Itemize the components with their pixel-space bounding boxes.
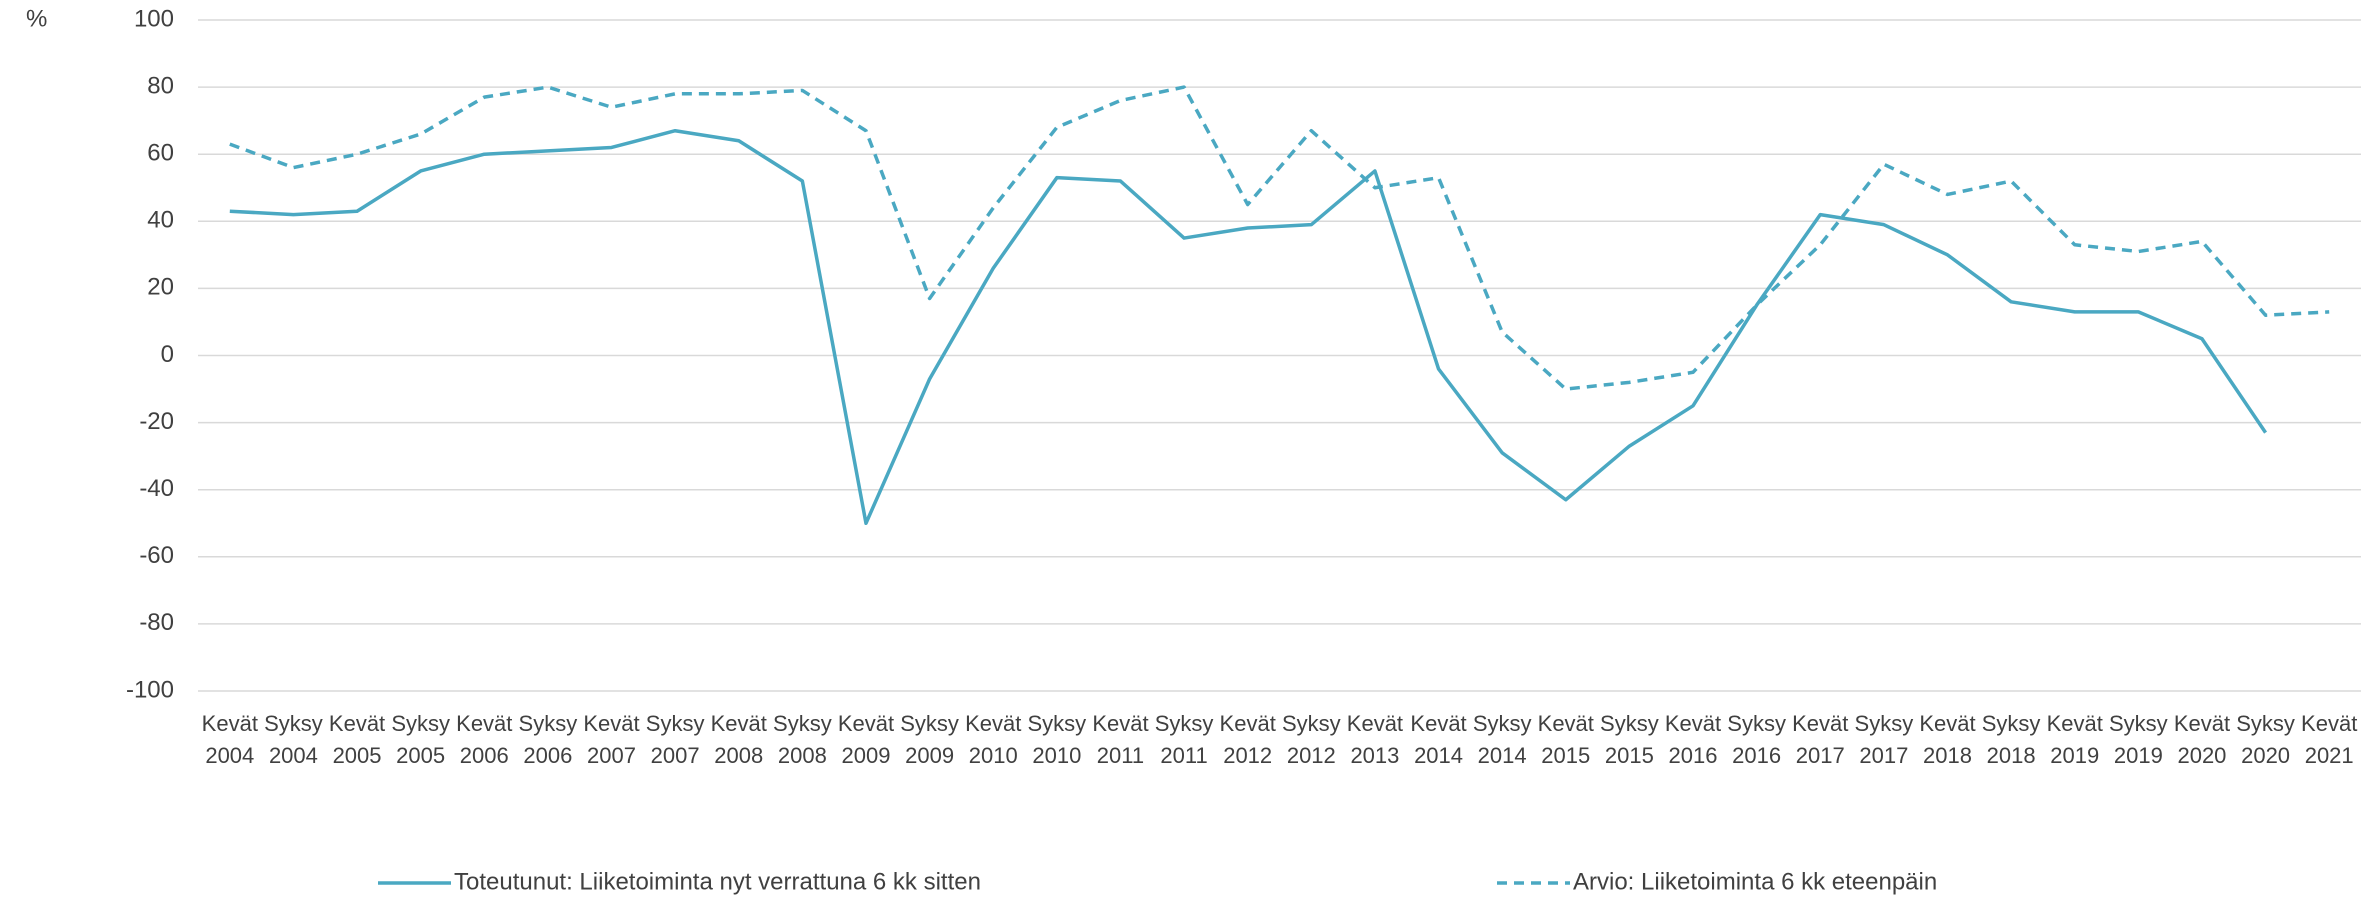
y-tick-label: -100: [126, 676, 174, 703]
x-tick-label: Syksy 2014: [1473, 711, 1532, 768]
legend-label: Toteutunut: Liiketoiminta nyt verrattuna…: [454, 868, 981, 895]
y-tick-label: -40: [139, 475, 174, 502]
x-tick-label: Syksy 2010: [1027, 711, 1086, 768]
legend-label: Arvio: Liiketoiminta 6 kk eteenpäin: [1573, 868, 1937, 895]
series-line: [229, 128, 2268, 525]
x-tick-label: Kevät 2020: [2174, 711, 2230, 768]
x-tick-label: Syksy 2017: [1855, 711, 1914, 768]
series-line: [229, 85, 2330, 391]
x-tick-label: Syksy 2008: [773, 711, 832, 768]
x-tick-label: Kevät 2010: [965, 711, 1021, 768]
x-tick-label: Kevät 2014: [1410, 711, 1466, 768]
y-tick-label: -20: [139, 408, 174, 435]
x-tick-label: Kevät 2021: [2301, 711, 2357, 768]
x-tick-label: Kevät 2015: [1538, 711, 1594, 768]
x-tick-label: Syksy 2016: [1727, 711, 1786, 768]
y-axis-label: %: [26, 5, 47, 32]
x-tick-label: Kevät 2012: [1220, 711, 1276, 768]
y-tick-label: 80: [147, 72, 174, 99]
x-tick-label: Kevät 2017: [1792, 711, 1848, 768]
x-tick-label: Syksy 2006: [519, 711, 578, 768]
x-tick-label: Kevät 2013: [1347, 711, 1403, 768]
y-tick-label: -80: [139, 609, 174, 636]
y-tick-label: 20: [147, 274, 174, 301]
x-tick-label: Kevät 2009: [838, 711, 894, 768]
x-tick-label: Syksy 2009: [900, 711, 959, 768]
x-tick-label: Kevät 2019: [2047, 711, 2103, 768]
x-tick-label: Kevät 2005: [329, 711, 385, 768]
x-tick-label: Kevät 2016: [1665, 711, 1721, 768]
x-tick-label: Syksy 2004: [264, 711, 323, 768]
x-tick-label: Kevät 2018: [1919, 711, 1975, 768]
x-tick-label: Syksy 2012: [1282, 711, 1341, 768]
y-tick-label: 60: [147, 140, 174, 167]
x-tick-label: Kevät 2008: [711, 711, 767, 768]
x-tick-label: Kevät 2004: [202, 711, 258, 768]
x-tick-label: Kevät 2011: [1092, 711, 1148, 768]
x-tick-label: Syksy 2015: [1600, 711, 1659, 768]
y-tick-label: -60: [139, 542, 174, 569]
y-tick-label: 100: [134, 5, 174, 32]
x-tick-label: Kevät 2006: [456, 711, 512, 768]
x-tick-label: Syksy 2005: [391, 711, 450, 768]
y-tick-label: 40: [147, 207, 174, 234]
x-tick-label: Syksy 2019: [2109, 711, 2168, 768]
x-tick-label: Syksy 2020: [2236, 711, 2295, 768]
x-tick-label: Syksy 2018: [1982, 711, 2041, 768]
x-tick-label: Kevät 2007: [583, 711, 639, 768]
y-tick-label: 0: [161, 341, 174, 368]
x-tick-label: Syksy 2007: [646, 711, 705, 768]
x-tick-label: Syksy 2011: [1155, 711, 1214, 768]
